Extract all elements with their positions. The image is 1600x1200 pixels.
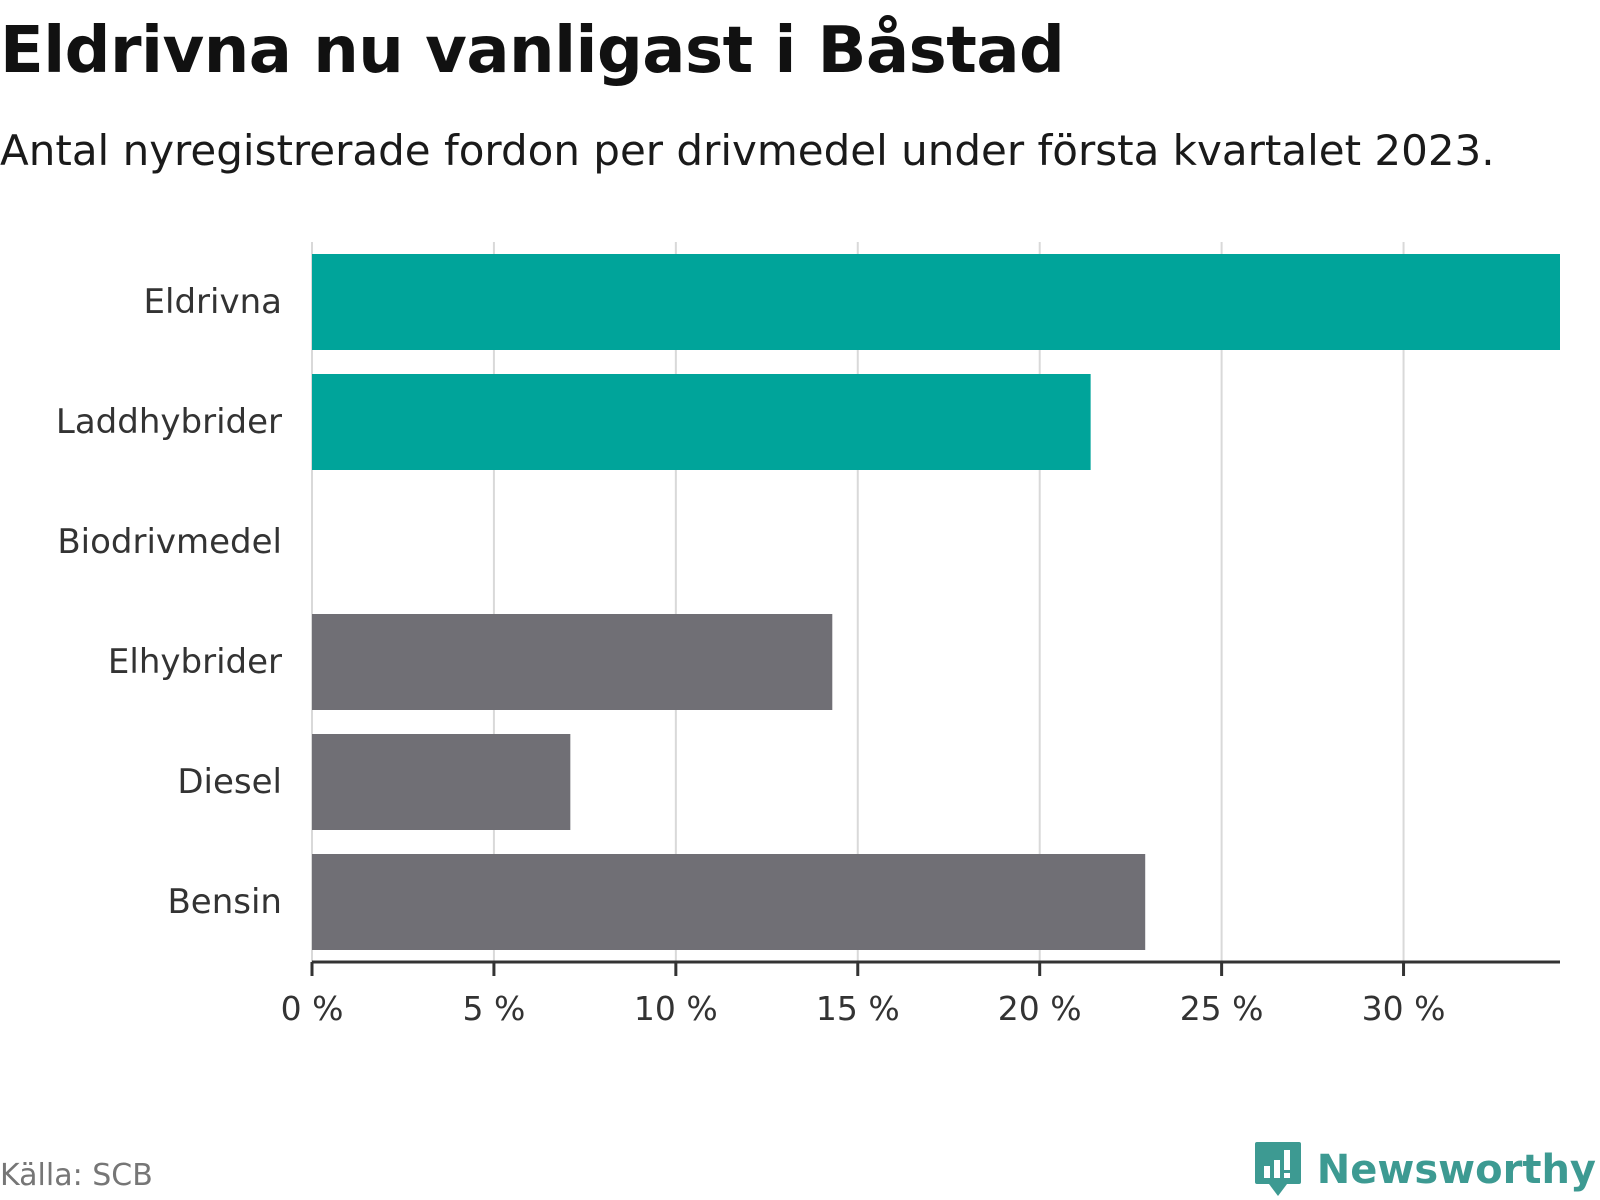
x-tick-label: 15 % bbox=[816, 989, 900, 1028]
category-label: Diesel bbox=[177, 762, 282, 802]
x-tick-label: 10 % bbox=[634, 989, 718, 1028]
x-tick-label: 0 % bbox=[281, 989, 344, 1028]
bar-diesel bbox=[312, 734, 571, 830]
bar-elhybrider bbox=[312, 614, 833, 710]
bar-laddhybrider bbox=[312, 374, 1091, 470]
chart-subtitle: Antal nyregistrerade fordon per drivmede… bbox=[0, 126, 1495, 175]
category-labels: Eldrivna Laddhybrider Biodrivmedel Elhybrid… bbox=[56, 282, 282, 922]
brand-name: Newsworthy bbox=[1316, 1147, 1596, 1193]
x-tick-label: 30 % bbox=[1362, 989, 1446, 1028]
chart-title: Eldrivna nu vanligast i Båstad bbox=[0, 14, 1065, 88]
gridlines bbox=[311, 242, 1405, 976]
brand: Newsworthy bbox=[1253, 1140, 1596, 1200]
bar-chart-speech-icon bbox=[1254, 1142, 1301, 1196]
bar-bensin bbox=[312, 854, 1146, 950]
category-label: Laddhybrider bbox=[56, 402, 282, 442]
source-note: Källa: SCB bbox=[0, 1158, 153, 1193]
category-label: Bensin bbox=[167, 882, 282, 922]
category-label: Elhybrider bbox=[108, 642, 282, 682]
x-axis: 0 % 5 % 10 % 15 % 20 % 25 % 30 % bbox=[281, 960, 1560, 1028]
x-tick-label: 5 % bbox=[463, 989, 526, 1028]
category-label: Biodrivmedel bbox=[57, 522, 282, 562]
x-tick-label: 25 % bbox=[1180, 989, 1264, 1028]
bar-eldrivna bbox=[312, 254, 1560, 350]
category-label: Eldrivna bbox=[144, 282, 282, 322]
x-tick-label: 20 % bbox=[998, 989, 1082, 1028]
bars bbox=[312, 254, 1560, 950]
